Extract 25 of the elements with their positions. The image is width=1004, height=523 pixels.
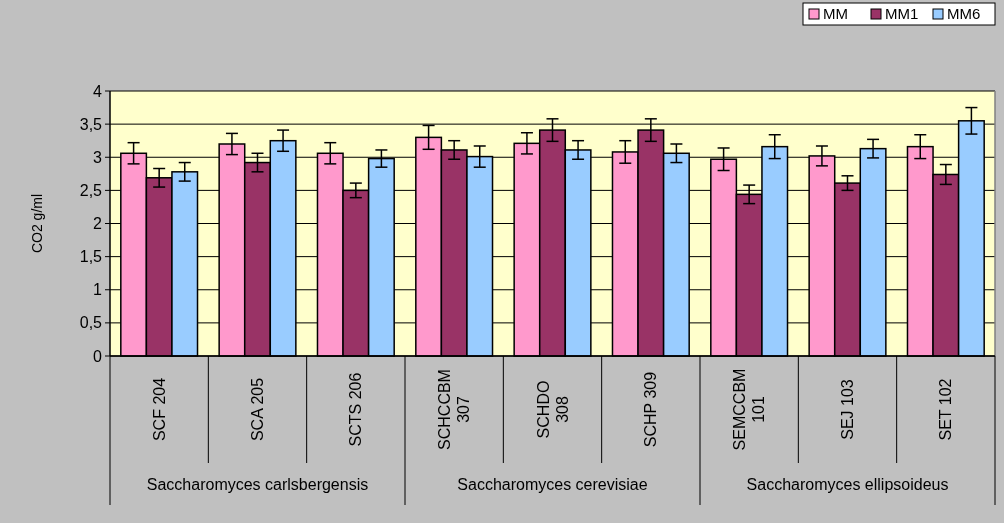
x-tick-label: SEMCCBM 101	[731, 368, 768, 451]
legend-label: MM1	[885, 5, 919, 23]
y-tick-label: 3,5	[79, 115, 103, 133]
x-tick-label: SCF 204	[150, 377, 168, 442]
text: Saccharomyces ellipsoideus	[746, 475, 949, 493]
y-tick-label: 1,5	[79, 248, 103, 266]
y-tick-label: 2,5	[79, 181, 103, 199]
legend-label: MM6	[947, 5, 981, 23]
x-tick-label: SCHDO 308	[534, 380, 571, 439]
x-tick-label: SEJ 103	[839, 379, 857, 440]
y-tick-label: 0	[93, 347, 103, 365]
y-tick-label: 4	[93, 82, 103, 100]
y-tick-label: 2	[93, 215, 103, 233]
x-tick-label: SCA 205	[249, 377, 267, 442]
x-tick-label: SET 102	[937, 378, 955, 441]
text: Saccharomyces carlsbergensis	[146, 475, 369, 493]
x-tick-label: SCHCCBM 307	[436, 369, 473, 450]
y-tick-label: 3	[93, 148, 103, 166]
text: Saccharomyces cerevisiae	[457, 475, 648, 493]
y-tick-label: 0,5	[79, 314, 103, 332]
y-tick-label: 1	[93, 281, 103, 299]
x-tick-label: SCTS 206	[347, 372, 365, 447]
y-axis-title: CO2 g/ml	[29, 193, 45, 254]
legend-label: MM	[823, 5, 848, 23]
x-tick-label: SCHP 309	[642, 371, 660, 448]
